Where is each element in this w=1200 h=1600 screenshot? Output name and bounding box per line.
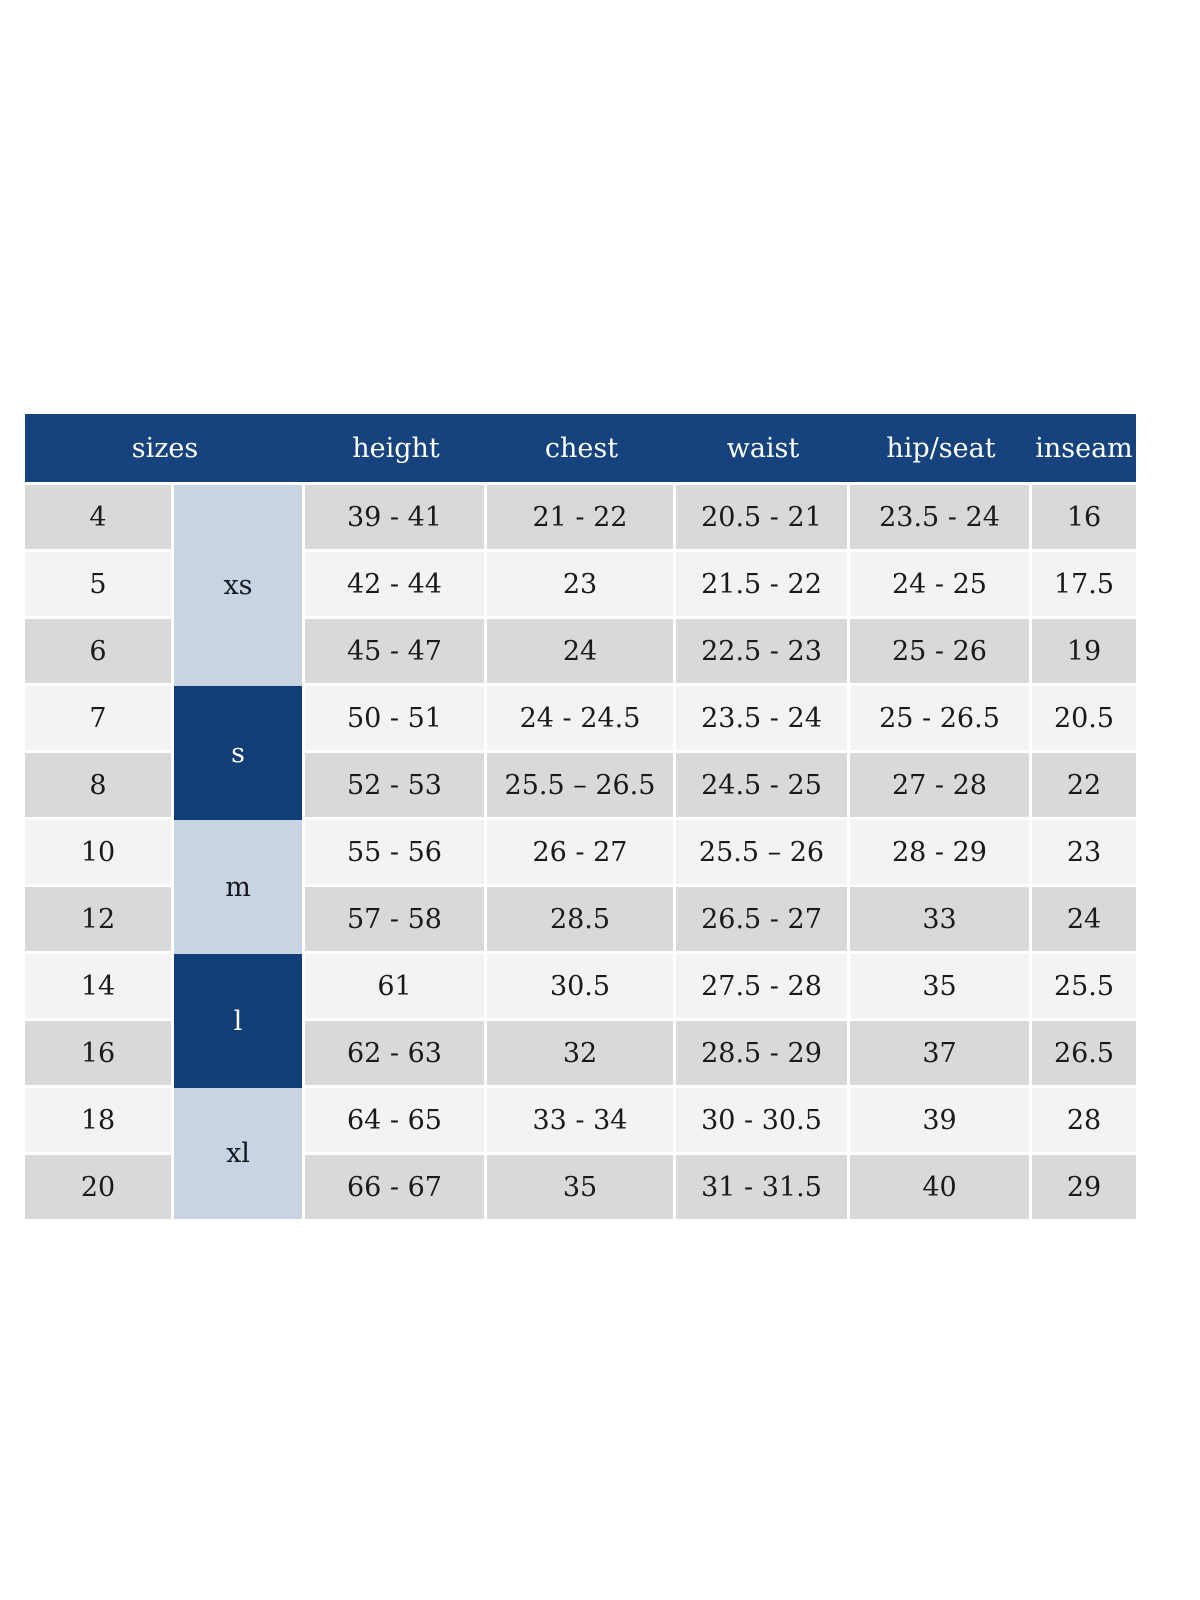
size-cell: 8 — [25, 753, 174, 820]
column-header-sizes: sizes — [25, 414, 305, 485]
inseam-cell: 20.5 — [1032, 686, 1136, 753]
size-chart-table: sizes height chest waist hip/seat inseam… — [25, 414, 1136, 1219]
inseam-cell: 24 — [1032, 887, 1136, 954]
height-cell: 57 - 58 — [305, 887, 487, 954]
size-cell: 14 — [25, 954, 174, 1021]
table-row-size-18: 18 xl 64 - 65 33 - 34 30 - 30.5 39 28 — [25, 1088, 1136, 1219]
size-cell: 20 — [25, 1155, 174, 1219]
inseam-cell: 22 — [1032, 753, 1136, 820]
inseam-cell: 28 — [1032, 1088, 1136, 1155]
chest-cell: 24 — [487, 619, 676, 686]
inseam-cell: 16 — [1032, 485, 1136, 552]
hip-seat-cell: 23.5 - 24 — [850, 485, 1032, 552]
size-cell: 6 — [25, 619, 174, 686]
inseam-cell: 19 — [1032, 619, 1136, 686]
waist-cell: 22.5 - 23 — [676, 619, 850, 686]
inseam-cell: 26.5 — [1032, 1021, 1136, 1088]
hip-seat-cell: 39 — [850, 1088, 1032, 1155]
column-header-chest: chest — [487, 414, 676, 485]
table-row-size-16: 16 62 - 63 32 28.5 - 29 37 26.5 — [25, 1021, 1136, 1088]
chest-cell: 30.5 — [487, 954, 676, 1021]
column-header-inseam: inseam — [1032, 414, 1136, 485]
size-cell: 18 — [25, 1088, 174, 1155]
waist-cell: 21.5 - 22 — [676, 552, 850, 619]
height-cell: 42 - 44 — [305, 552, 487, 619]
column-header-hip-seat: hip/seat — [850, 414, 1032, 485]
size-cell: 7 — [25, 686, 174, 753]
hip-seat-cell: 25 - 26.5 — [850, 686, 1032, 753]
size-group-xl: xl — [174, 1088, 305, 1219]
inseam-cell: 25.5 — [1032, 954, 1136, 1021]
size-cell: 5 — [25, 552, 174, 619]
height-cell: 50 - 51 — [305, 686, 487, 753]
waist-cell: 24.5 - 25 — [676, 753, 850, 820]
waist-cell: 30 - 30.5 — [676, 1088, 850, 1155]
size-group-m: m — [174, 820, 305, 954]
hip-seat-cell: 25 - 26 — [850, 619, 1032, 686]
chest-cell: 28.5 — [487, 887, 676, 954]
size-cell: 16 — [25, 1021, 174, 1088]
waist-cell: 26.5 - 27 — [676, 887, 850, 954]
size-group-s: s — [174, 686, 305, 820]
height-cell: 61 — [305, 954, 487, 1021]
table-row-size-5: 5 42 - 44 23 21.5 - 22 24 - 25 17.5 — [25, 552, 1136, 619]
inseam-cell: 29 — [1032, 1155, 1136, 1219]
height-cell: 45 - 47 — [305, 619, 487, 686]
hip-seat-cell: 40 — [850, 1155, 1032, 1219]
waist-cell: 20.5 - 21 — [676, 485, 850, 552]
size-cell: 12 — [25, 887, 174, 954]
table-row-size-10: 10 m 55 - 56 26 - 27 25.5 – 26 28 - 29 2… — [25, 820, 1136, 954]
waist-cell: 31 - 31.5 — [676, 1155, 850, 1219]
table-row-size-12: 12 57 - 58 28.5 26.5 - 27 33 24 — [25, 887, 1136, 954]
waist-cell: 28.5 - 29 — [676, 1021, 850, 1088]
table-body: 4 xs 39 - 41 21 - 22 20.5 - 21 23.5 - 24… — [25, 485, 1136, 1219]
hip-seat-cell: 27 - 28 — [850, 753, 1032, 820]
size-chart: sizes height chest waist hip/seat inseam… — [25, 414, 1136, 1219]
chest-cell: 35 — [487, 1155, 676, 1219]
table-row-size-6: 6 45 - 47 24 22.5 - 23 25 - 26 19 — [25, 619, 1136, 686]
table-header: sizes height chest waist hip/seat inseam — [25, 414, 1136, 485]
column-header-height: height — [305, 414, 487, 485]
waist-cell: 25.5 – 26 — [676, 820, 850, 887]
chest-cell: 32 — [487, 1021, 676, 1088]
height-cell: 52 - 53 — [305, 753, 487, 820]
height-cell: 66 - 67 — [305, 1155, 487, 1219]
table-row-size-4: 4 xs 39 - 41 21 - 22 20.5 - 21 23.5 - 24… — [25, 485, 1136, 686]
hip-seat-cell: 35 — [850, 954, 1032, 1021]
inseam-cell: 17.5 — [1032, 552, 1136, 619]
waist-cell: 27.5 - 28 — [676, 954, 850, 1021]
hip-seat-cell: 37 — [850, 1021, 1032, 1088]
height-cell: 55 - 56 — [305, 820, 487, 887]
height-cell: 62 - 63 — [305, 1021, 487, 1088]
header-row: sizes height chest waist hip/seat inseam — [25, 414, 1136, 485]
chest-cell: 21 - 22 — [487, 485, 676, 552]
size-cell: 4 — [25, 485, 174, 552]
table-row-size-20: 20 66 - 67 35 31 - 31.5 40 29 — [25, 1155, 1136, 1219]
table-row-size-7: 7 s 50 - 51 24 - 24.5 23.5 - 24 25 - 26.… — [25, 686, 1136, 820]
chest-cell: 23 — [487, 552, 676, 619]
chest-cell: 24 - 24.5 — [487, 686, 676, 753]
inseam-cell: 23 — [1032, 820, 1136, 887]
column-header-waist: waist — [676, 414, 850, 485]
table-row-size-8: 8 52 - 53 25.5 – 26.5 24.5 - 25 27 - 28 … — [25, 753, 1136, 820]
size-group-l: l — [174, 954, 305, 1088]
hip-seat-cell: 33 — [850, 887, 1032, 954]
table-row-size-14: 14 l 61 30.5 27.5 - 28 35 25.5 — [25, 954, 1136, 1088]
hip-seat-cell: 24 - 25 — [850, 552, 1032, 619]
size-cell: 10 — [25, 820, 174, 887]
hip-seat-cell: 28 - 29 — [850, 820, 1032, 887]
height-cell: 64 - 65 — [305, 1088, 487, 1155]
size-group-xs: xs — [174, 485, 305, 686]
waist-cell: 23.5 - 24 — [676, 686, 850, 753]
height-cell: 39 - 41 — [305, 485, 487, 552]
chest-cell: 33 - 34 — [487, 1088, 676, 1155]
chest-cell: 26 - 27 — [487, 820, 676, 887]
chest-cell: 25.5 – 26.5 — [487, 753, 676, 820]
